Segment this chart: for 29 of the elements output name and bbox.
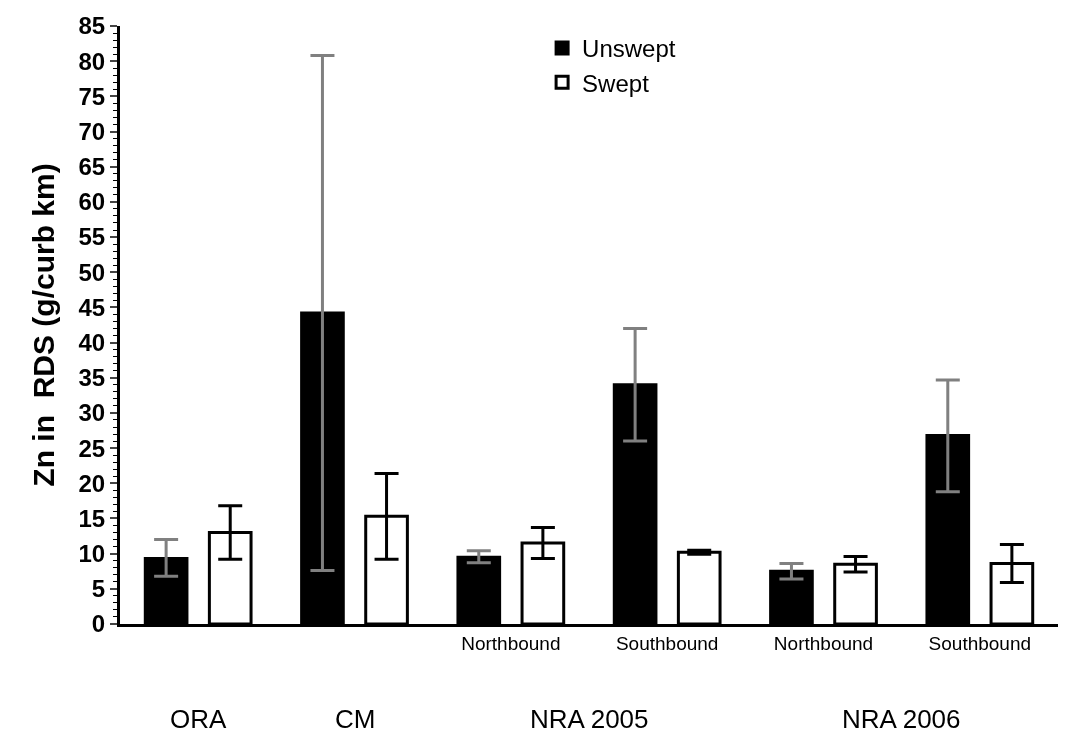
y-tick-label: 0: [91, 610, 106, 638]
y-tick-label: 50: [78, 258, 106, 286]
text: NRA 2005: [530, 704, 649, 734]
text: ORA: [170, 704, 227, 734]
legend-label: Unswept: [582, 35, 676, 63]
x-tick-label: Northbound: [773, 632, 874, 654]
y-tick-label: 35: [78, 364, 106, 392]
y-tick-label: 5: [91, 575, 106, 603]
text: NRA 2006: [842, 704, 961, 734]
x-tick-label: Southbound: [615, 632, 719, 654]
y-tick-label: 55: [78, 223, 106, 251]
x-tick-label: Southbound: [928, 632, 1032, 654]
y-tick-label: 25: [78, 434, 106, 462]
y-tick-label: 20: [78, 469, 106, 497]
y-tick-label: 15: [78, 504, 106, 532]
y-tick-label: 40: [78, 328, 106, 356]
y-axis-title: Zn in RDS (g/curb km): [27, 163, 61, 487]
y-tick-label: 10: [78, 540, 106, 568]
y-tick-label: 65: [78, 153, 106, 181]
y-tick-label: 45: [78, 293, 106, 321]
text: CM: [335, 704, 376, 734]
legend-label: Swept: [582, 69, 650, 97]
y-tick-label: 60: [78, 188, 106, 216]
y-tick-label: 70: [78, 117, 106, 145]
x-tick-label: Northbound: [461, 632, 561, 654]
y-tick-label: 30: [78, 399, 106, 427]
y-tick-label: 75: [78, 82, 106, 110]
y-tick-label: 80: [78, 47, 106, 75]
y-tick-label: 85: [78, 12, 106, 40]
